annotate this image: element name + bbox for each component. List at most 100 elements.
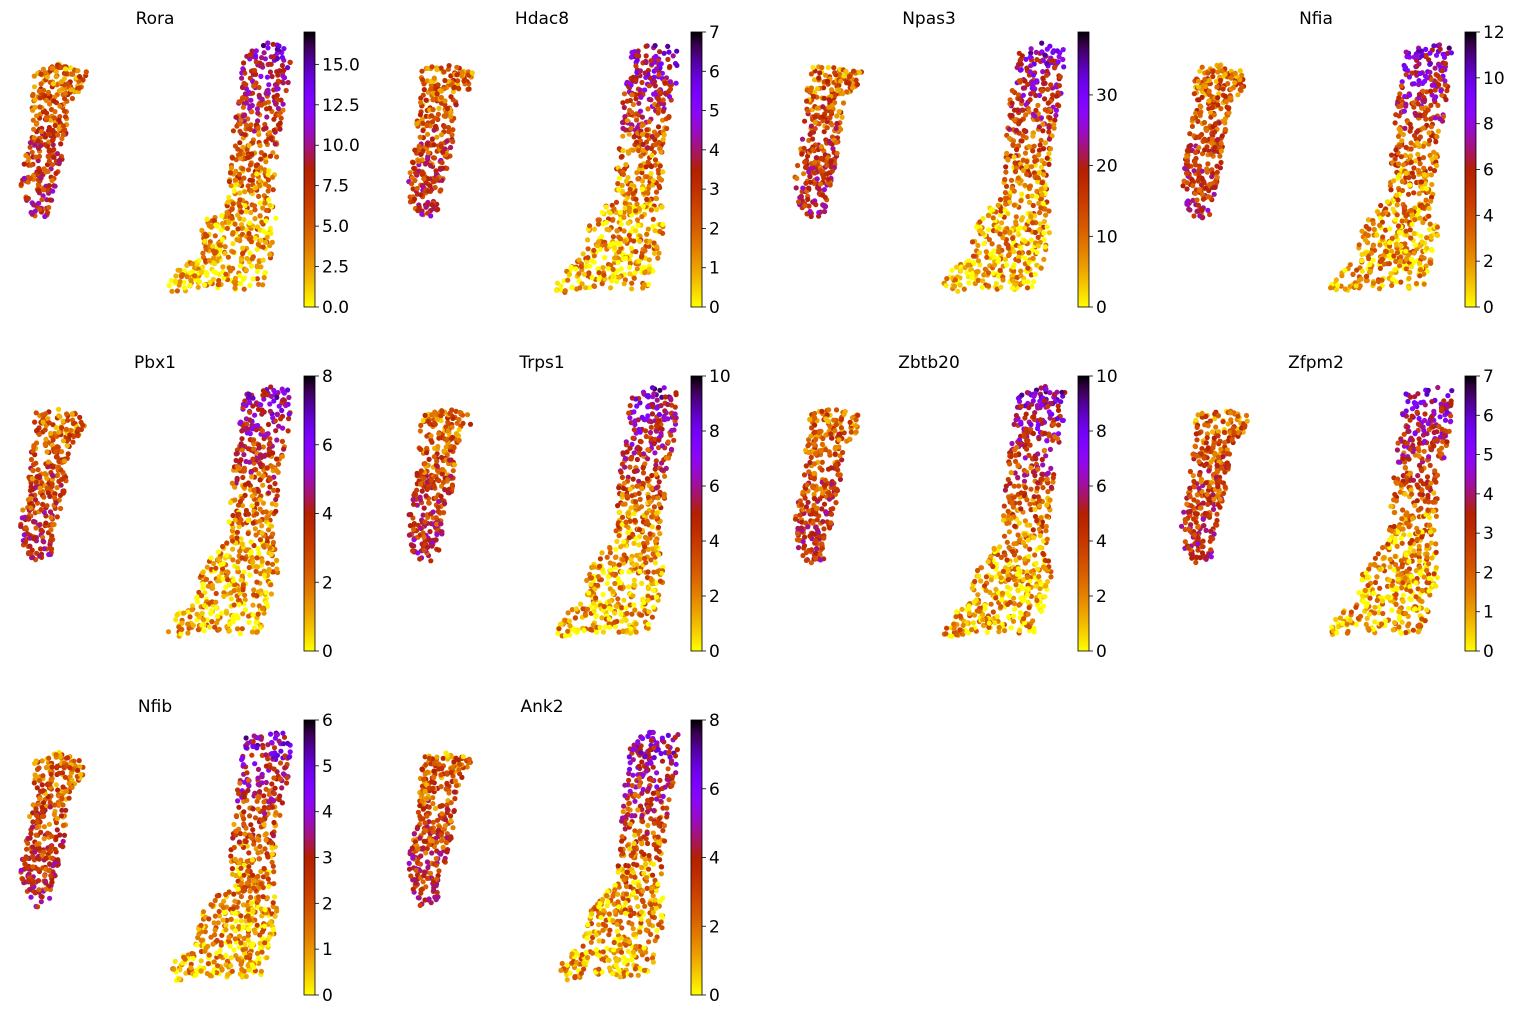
cell-point <box>1402 65 1409 71</box>
cell-point <box>1333 287 1339 293</box>
cell-point <box>219 213 225 219</box>
cell-point <box>1393 279 1399 285</box>
cell-point <box>265 431 271 437</box>
cell-point <box>450 139 456 145</box>
cell-point <box>1003 262 1010 268</box>
cell-point <box>810 136 816 142</box>
cell-point <box>248 239 254 245</box>
cell-point <box>1420 125 1426 131</box>
cell-point <box>267 225 273 231</box>
cell-point <box>583 263 589 270</box>
cell-point <box>1377 258 1383 265</box>
cell-point <box>639 79 645 86</box>
cell-point <box>280 397 286 403</box>
cell-point <box>812 170 818 176</box>
cell-point <box>846 73 852 80</box>
cell-point <box>642 270 648 276</box>
cell-point <box>1184 148 1190 154</box>
cell-point <box>261 275 267 281</box>
cell-point <box>195 284 201 290</box>
cell-point <box>203 258 209 264</box>
cell-point <box>425 150 431 156</box>
colorbar-gradient <box>1077 31 1090 308</box>
cell-point <box>253 563 259 570</box>
cell-point <box>253 568 259 574</box>
cell-point <box>1359 228 1365 234</box>
cell-point <box>953 264 960 270</box>
cell-point <box>622 205 628 211</box>
cell-point <box>174 288 180 294</box>
cell-point <box>256 84 262 91</box>
cell-point <box>42 441 48 447</box>
cell-point <box>821 85 827 91</box>
cell-point <box>821 95 827 101</box>
cell-point <box>650 216 656 222</box>
cell-point <box>642 87 648 93</box>
cell-point <box>609 278 615 284</box>
cell-point <box>621 104 627 111</box>
cell-point <box>1407 182 1413 188</box>
colorbar-tick-label: 4 <box>1483 206 1494 226</box>
cell-point <box>633 228 639 234</box>
cell-point <box>1435 73 1441 79</box>
cell-point <box>33 154 39 160</box>
cell-point <box>428 113 435 119</box>
cell-point <box>1367 261 1373 267</box>
cell-point <box>420 120 426 126</box>
cell-point <box>203 576 210 582</box>
cell-point <box>805 196 811 202</box>
cell-point <box>989 207 995 213</box>
cell-point <box>263 125 269 131</box>
cell-point <box>250 612 256 618</box>
cell-point <box>1012 169 1019 175</box>
cell-point <box>258 452 264 458</box>
cell-point <box>1405 284 1411 290</box>
cell-point <box>428 86 434 92</box>
cell-point <box>1440 51 1446 57</box>
cell-point <box>657 163 663 169</box>
cell-point <box>657 176 663 182</box>
cell-point <box>1006 126 1013 132</box>
cell-point <box>1002 229 1008 235</box>
cell-point <box>212 261 218 267</box>
cell-point <box>251 83 257 89</box>
cell-point <box>226 628 232 634</box>
cell-point <box>821 175 827 181</box>
cell-point <box>225 577 231 583</box>
colorbar-tick-label: 0.0 <box>322 298 349 318</box>
cell-point <box>616 274 622 280</box>
cell-point <box>279 453 285 459</box>
cell-point <box>1396 161 1402 167</box>
cell-point <box>1057 74 1063 80</box>
cell-point <box>1205 161 1211 167</box>
cell-point <box>263 90 269 96</box>
cell-point <box>1034 194 1040 200</box>
cell-point <box>632 270 638 276</box>
cell-point <box>37 485 43 491</box>
cell-point <box>580 251 586 257</box>
cell-point <box>816 75 822 81</box>
cell-point <box>1359 268 1365 274</box>
colorbar-tick-label: 12 <box>1483 23 1505 43</box>
cell-point <box>440 149 446 155</box>
cell-point <box>1042 140 1048 146</box>
cell-point <box>267 408 273 414</box>
cell-point <box>597 246 603 252</box>
cell-point <box>181 285 188 291</box>
cell-point <box>1016 96 1022 102</box>
cell-point <box>639 114 645 120</box>
cell-point <box>654 244 660 250</box>
cell-point <box>1184 158 1191 164</box>
cell-point <box>20 507 26 513</box>
cell-point <box>656 72 662 78</box>
cell-point <box>47 197 53 203</box>
cell-point <box>419 68 425 74</box>
cell-point <box>423 160 430 166</box>
cell-point <box>811 93 817 100</box>
cell-point <box>286 416 292 422</box>
cell-point <box>264 234 270 240</box>
cell-point <box>259 55 265 61</box>
cell-point <box>596 276 602 282</box>
cell-point <box>38 128 45 135</box>
cell-point <box>229 155 236 161</box>
